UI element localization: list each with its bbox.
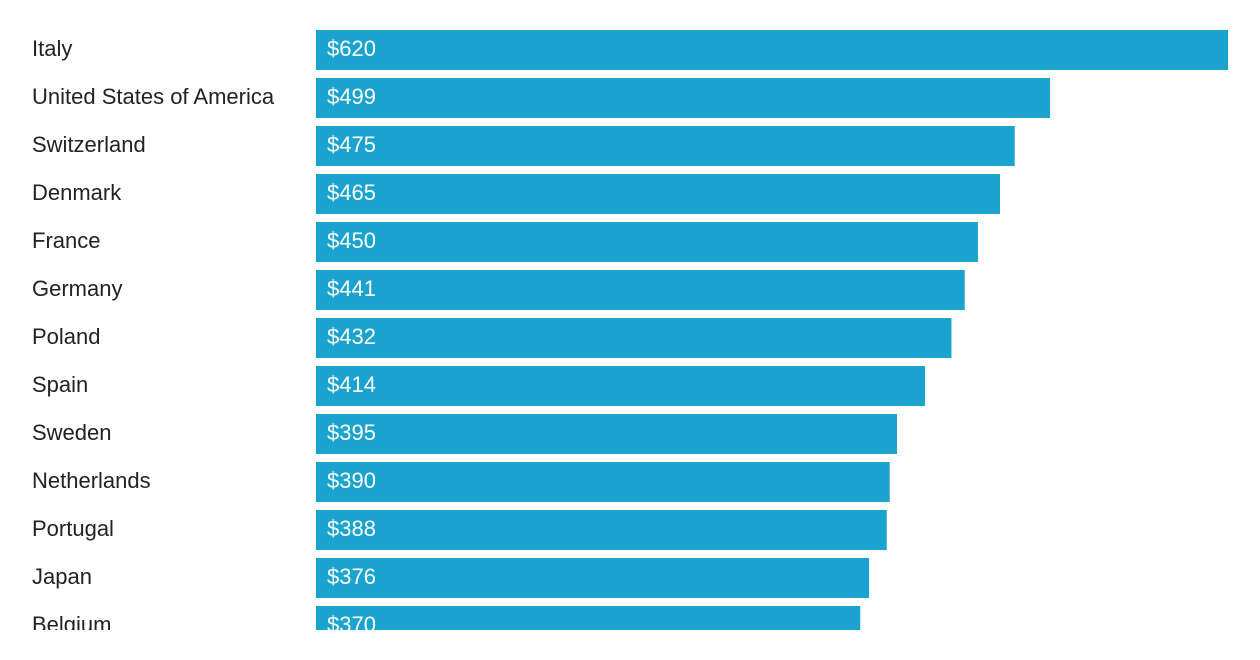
- category-label: Switzerland: [32, 132, 146, 157]
- value-label: $370: [327, 612, 376, 630]
- bar: [316, 510, 887, 550]
- bar: [316, 30, 1228, 70]
- bar: [316, 606, 861, 630]
- value-label: $432: [327, 324, 376, 349]
- category-label: Japan: [32, 564, 92, 589]
- bar: [316, 318, 952, 358]
- category-label: Netherlands: [32, 468, 151, 493]
- value-label: $499: [327, 84, 376, 109]
- value-label: $441: [327, 276, 376, 301]
- bar: [316, 222, 978, 262]
- bar: [316, 126, 1015, 166]
- category-label: Portugal: [32, 516, 114, 541]
- category-label: France: [32, 228, 100, 253]
- value-label: $388: [327, 516, 376, 541]
- bar: [316, 414, 898, 454]
- value-label: $395: [327, 420, 376, 445]
- category-label: Germany: [32, 276, 122, 301]
- value-label: $414: [327, 372, 376, 397]
- category-label: Sweden: [32, 420, 112, 445]
- category-label: Poland: [32, 324, 101, 349]
- bar: [316, 366, 925, 406]
- value-label: $390: [327, 468, 376, 493]
- bar: [316, 78, 1051, 118]
- category-label: Belgium: [32, 612, 111, 630]
- category-label: Spain: [32, 372, 88, 397]
- category-label: Italy: [32, 36, 72, 61]
- value-label: $450: [327, 228, 376, 253]
- bar: [316, 270, 965, 310]
- chart: Italy $620 United States of America $499 Swi…: [32, 30, 1228, 630]
- bar: [316, 558, 870, 598]
- category-label: United States of America: [32, 84, 275, 109]
- category-label: Denmark: [32, 180, 122, 205]
- bar: [316, 174, 1000, 214]
- value-label: $475: [327, 132, 376, 157]
- bar: [316, 462, 890, 502]
- value-label: $465: [327, 180, 376, 205]
- value-label: $376: [327, 564, 376, 589]
- value-label: $620: [327, 36, 376, 61]
